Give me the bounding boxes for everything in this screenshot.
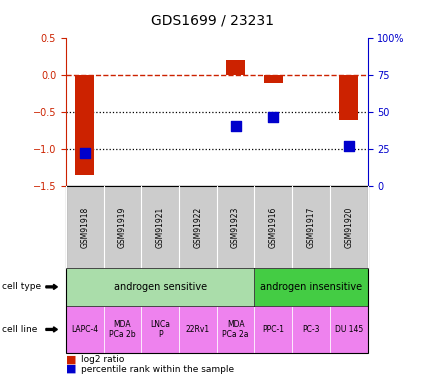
Point (346, 142, 352, 148)
Point (270, 114, 277, 120)
Text: cell type: cell type (2, 282, 41, 291)
Text: LNCa
P: LNCa P (150, 320, 170, 339)
Text: cell line: cell line (2, 325, 37, 334)
Text: GSM91922: GSM91922 (193, 206, 202, 248)
Text: 22Rv1: 22Rv1 (186, 325, 210, 334)
Text: log2 ratio: log2 ratio (81, 356, 124, 364)
Text: MDA
PCa 2b: MDA PCa 2b (109, 320, 136, 339)
Text: ■: ■ (66, 355, 76, 365)
Text: GSM91919: GSM91919 (118, 206, 127, 248)
Text: GDS1699 / 23231: GDS1699 / 23231 (151, 13, 274, 27)
Text: androgen sensitive: androgen sensitive (113, 282, 207, 292)
Text: GSM91920: GSM91920 (344, 206, 353, 248)
Text: ■: ■ (66, 364, 76, 374)
Text: PPC-1: PPC-1 (262, 325, 284, 334)
Text: GSM91923: GSM91923 (231, 206, 240, 248)
Bar (75, 75, 94, 174)
Text: GSM91917: GSM91917 (306, 206, 315, 248)
Text: GSM91916: GSM91916 (269, 206, 278, 248)
Text: androgen insensitive: androgen insensitive (260, 282, 362, 292)
Text: GSM91921: GSM91921 (156, 206, 164, 248)
Text: MDA
PCa 2a: MDA PCa 2a (222, 320, 249, 339)
Bar (264, 75, 283, 83)
Bar (226, 60, 245, 75)
Text: percentile rank within the sample: percentile rank within the sample (81, 364, 234, 374)
Text: GSM91918: GSM91918 (80, 206, 89, 248)
Text: PC-3: PC-3 (302, 325, 320, 334)
Text: DU 145: DU 145 (334, 325, 363, 334)
Point (232, 123, 239, 129)
Point (81, 150, 88, 156)
Text: LAPC-4: LAPC-4 (71, 325, 98, 334)
Bar (339, 75, 358, 120)
